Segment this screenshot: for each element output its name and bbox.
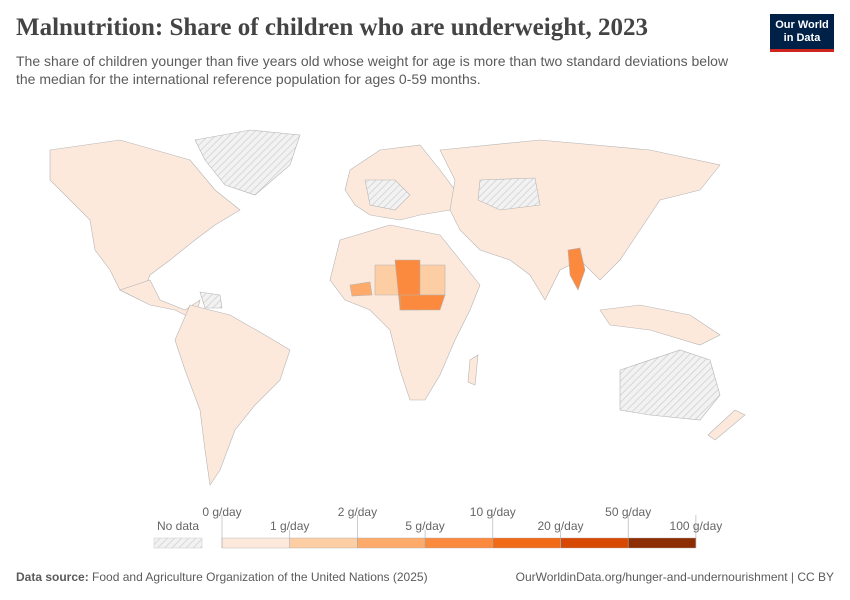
owid-logo[interactable]: Our World in Data [770,14,834,52]
data-source: Data source: Food and Agriculture Organi… [16,570,428,584]
europe-region[interactable] [344,144,456,221]
legend-bin[interactable] [492,537,561,549]
data-source-text: Food and Agriculture Organization of the… [92,570,428,584]
page-title: Malnutrition: Share of children who are … [16,14,648,41]
legend-tick-label: 20 g/day [537,519,583,533]
burkina-region[interactable] [349,281,373,297]
legend-tick-label: 1 g/day [270,519,309,533]
africa-region[interactable] [329,224,481,401]
logo-text: Our World in Data [775,19,829,44]
south-america-region[interactable] [174,304,291,486]
legend-tick-label: 2 g/day [338,505,377,519]
legend-bin[interactable] [560,537,629,549]
legend-no-data-swatch[interactable] [153,537,203,549]
legend-bin[interactable] [628,537,697,549]
greenland-region[interactable] [194,129,301,196]
guianas-nodata[interactable] [199,291,223,309]
north-america-region[interactable] [49,139,241,301]
legend-tick-label: 50 g/day [605,505,651,519]
legend-bin[interactable] [424,537,494,549]
central-america-region[interactable] [119,279,201,321]
legend-bin[interactable] [357,537,426,549]
car-region[interactable] [399,294,446,311]
new-zealand-region[interactable] [707,409,746,441]
data-source-label: Data source: [16,570,89,584]
legend-tick-label: 100 g/day [670,519,723,533]
legend-no-data-label: No data [157,519,199,533]
legend-tick-label: 0 g/day [202,505,241,519]
legend-tick-label: 10 g/day [470,505,516,519]
central-asia-nodata[interactable] [477,177,541,211]
madagascar-region[interactable] [467,354,479,386]
australia-nodata[interactable] [619,349,721,421]
legend-bin[interactable] [221,537,290,549]
legend-tick-label: 5 g/day [405,519,444,533]
europe-nodata[interactable] [364,179,411,211]
legend-bin[interactable] [289,537,358,549]
world-map[interactable] [0,110,850,500]
page-subtitle: The share of children younger than five … [16,53,729,87]
southeast-asia-region[interactable] [599,304,721,346]
myanmar-region[interactable] [567,247,586,291]
footer-url[interactable]: OurWorldinData.org/hunger-and-undernouri… [515,570,834,584]
map-legend: No data 0 g/day 1 g/day 2 g/day 5 g/day 10 g… [153,505,723,549]
